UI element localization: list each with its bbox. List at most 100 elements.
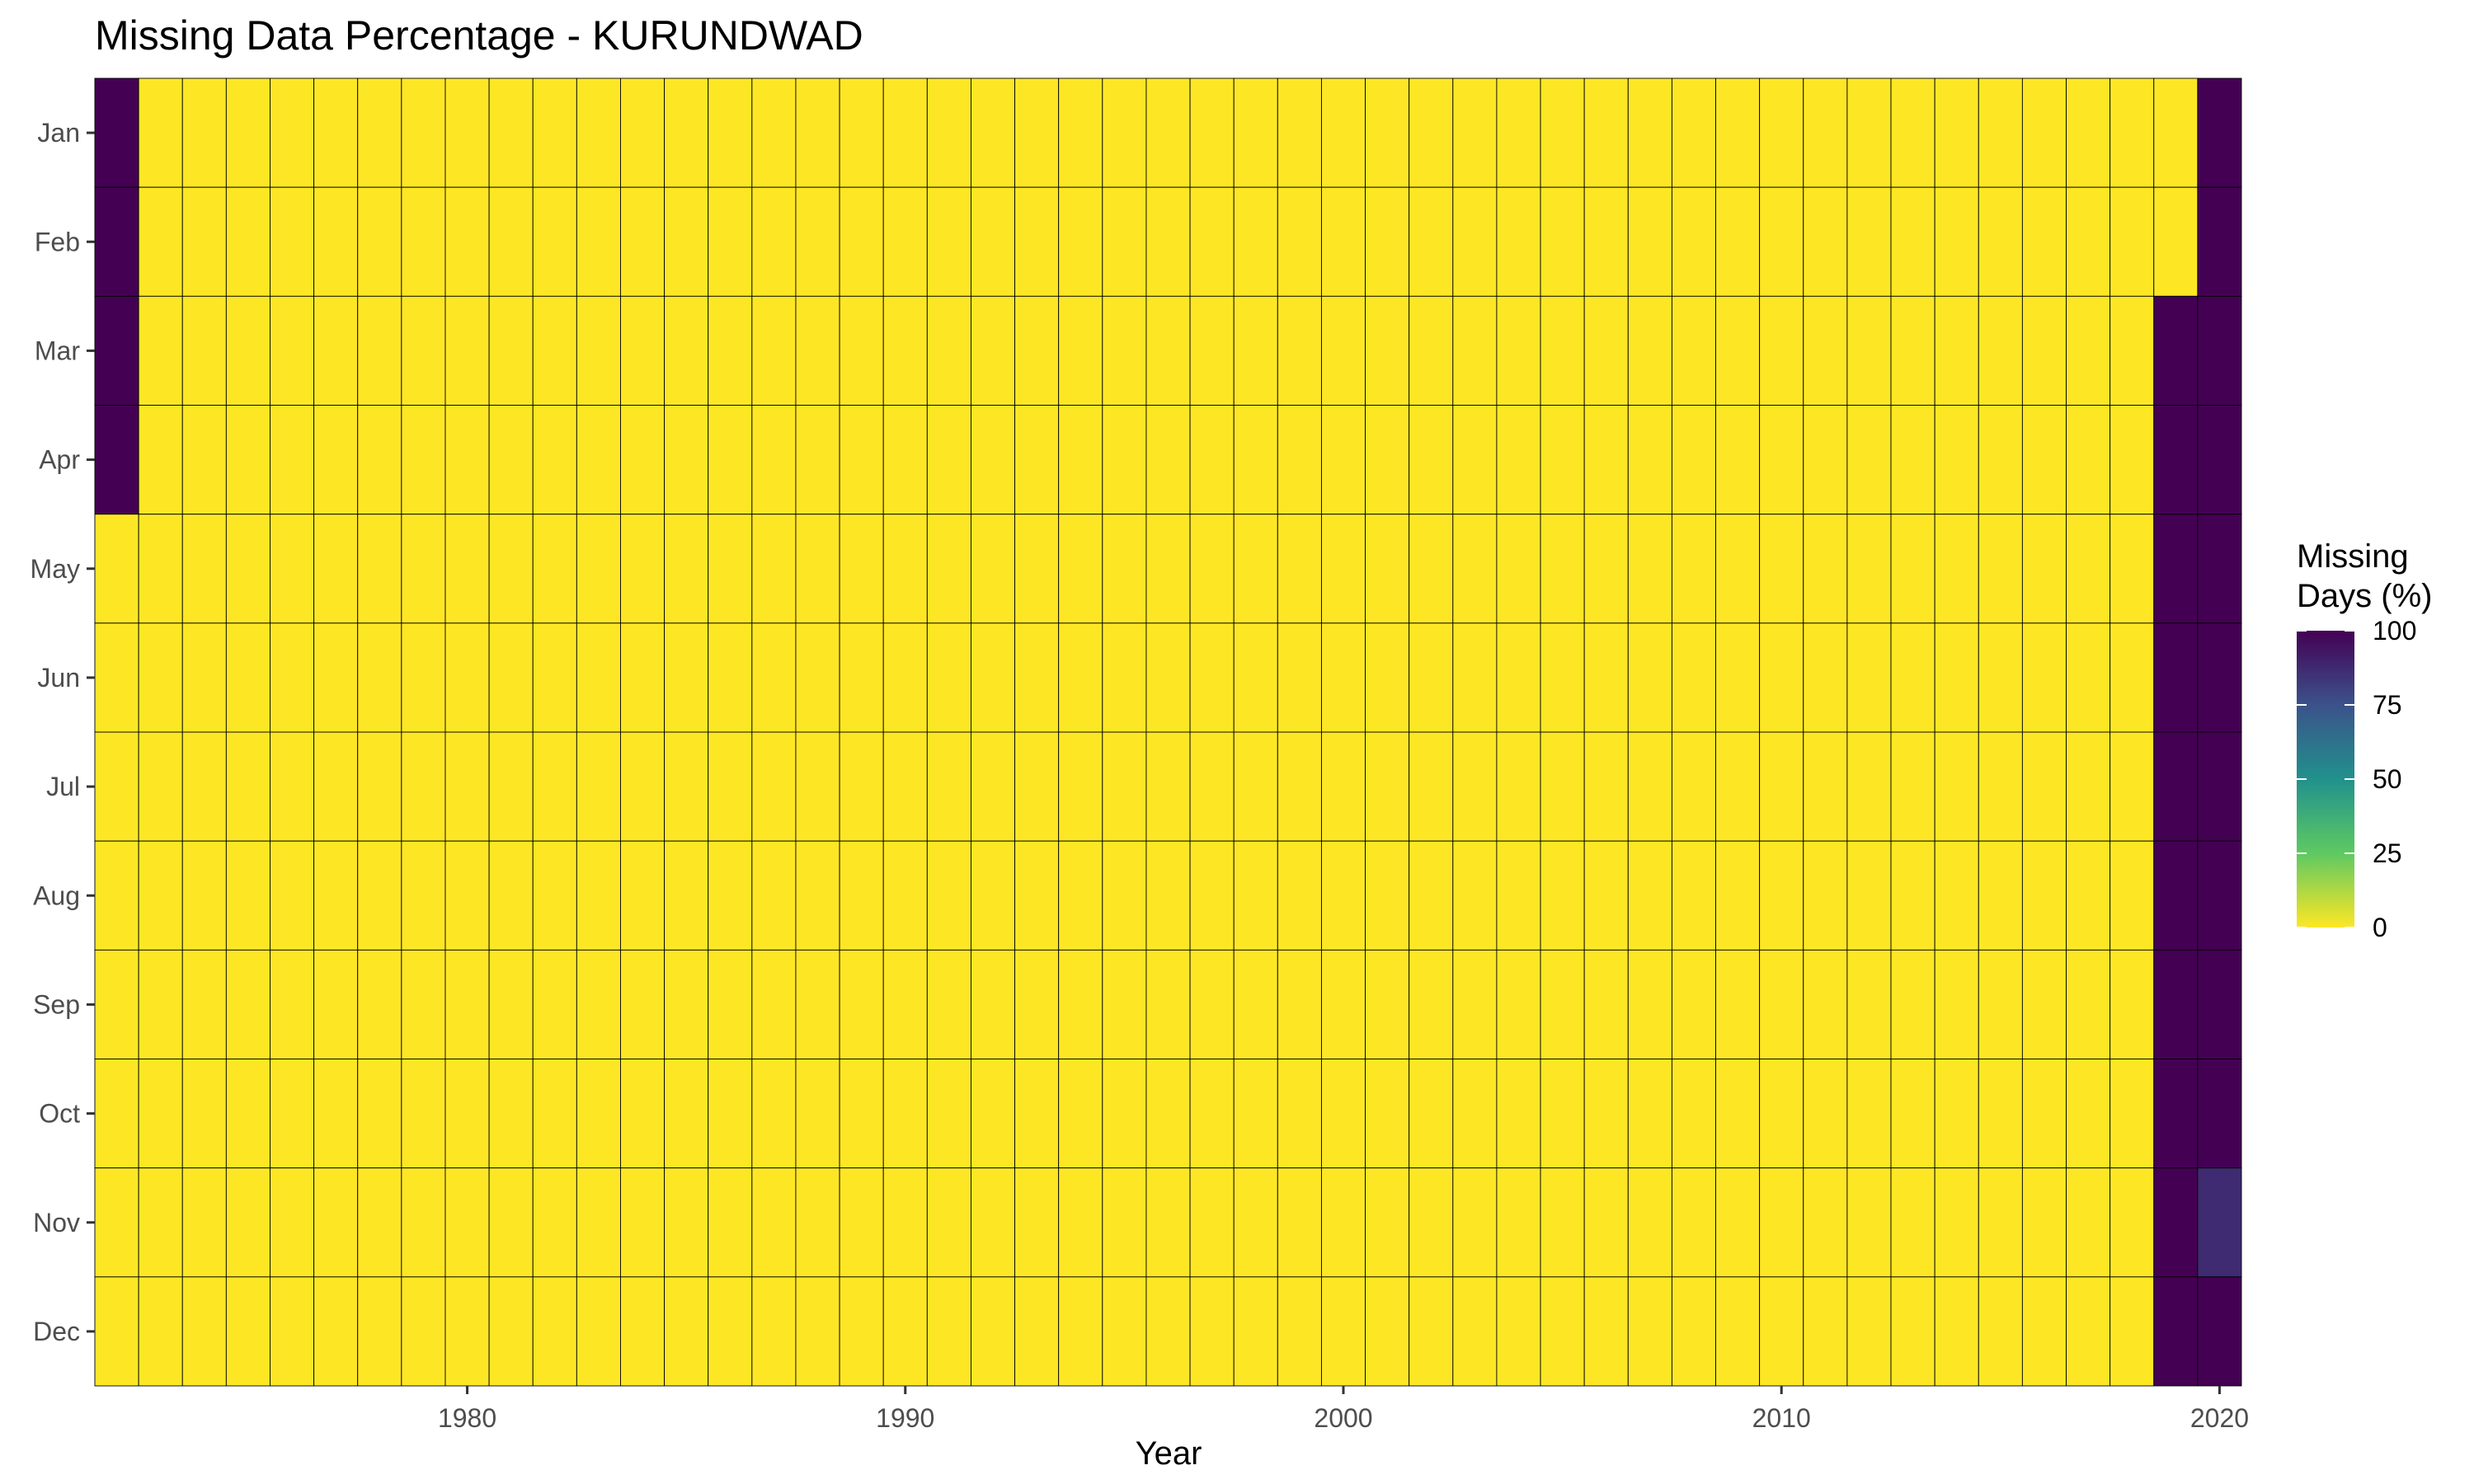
heatmap-cell-1994-oct <box>1058 1059 1103 1169</box>
heatmap-cell-1997-dec <box>1189 1276 1235 1387</box>
heatmap-cell-1999-dec <box>1277 1276 1322 1387</box>
heatmap-cell-2017-nov <box>2066 1167 2111 1278</box>
heatmap-cell-1998-feb <box>1233 186 1278 297</box>
heatmap-cell-2005-feb <box>1540 186 1585 297</box>
heatmap-cell-2005-dec <box>1540 1276 1585 1387</box>
heatmap-cell-2018-dec <box>2109 1276 2155 1387</box>
heatmap-cell-2006-may <box>1583 514 1629 624</box>
heatmap-cell-1990-mar <box>882 295 928 406</box>
heatmap-cell-1979-sep <box>401 949 446 1059</box>
heatmap-cell-1977-feb <box>313 186 359 297</box>
heatmap-cell-1992-aug <box>970 840 1016 951</box>
heatmap-cell-1986-jan <box>708 77 753 188</box>
heatmap-cell-2010-dec <box>1759 1276 1804 1387</box>
heatmap-cell-2008-aug <box>1671 840 1716 951</box>
heatmap-cell-2005-mar <box>1540 295 1585 406</box>
heatmap-cell-2005-oct <box>1540 1059 1585 1169</box>
heatmap-cell-2013-jun <box>1890 622 1935 733</box>
heatmap-cell-1979-nov <box>401 1167 446 1278</box>
heatmap-cell-2018-jun <box>2109 622 2155 733</box>
heatmap-cell-2013-oct <box>1890 1059 1935 1169</box>
heatmap-cell-1989-aug <box>839 840 884 951</box>
heatmap-cell-2020-jul <box>2197 731 2242 842</box>
heatmap-cell-1986-mar <box>708 295 753 406</box>
heatmap-cell-1998-oct <box>1233 1059 1278 1169</box>
heatmap-cell-1984-feb <box>620 186 666 297</box>
heatmap-cell-2009-aug <box>1715 840 1761 951</box>
heatmap-cell-1988-jun <box>795 622 840 733</box>
heatmap-cell-1980-dec <box>444 1276 490 1387</box>
heatmap-cell-1994-jul <box>1058 731 1103 842</box>
heatmap-cell-1999-apr <box>1277 405 1322 515</box>
heatmap-cell-2003-aug <box>1452 840 1498 951</box>
heatmap-cell-1975-sep <box>225 949 270 1059</box>
heatmap-cell-2014-jul <box>1934 731 1979 842</box>
heatmap-cell-1974-dec <box>181 1276 227 1387</box>
heatmap-cell-1993-mar <box>1014 295 1060 406</box>
heatmap-cell-1989-may <box>839 514 884 624</box>
heatmap-cell-1985-nov <box>664 1167 709 1278</box>
heatmap-cell-1991-may <box>926 514 971 624</box>
heatmap-cell-2017-sep <box>2066 949 2111 1059</box>
y-tick-label-oct: Oct <box>39 1099 80 1129</box>
heatmap-cell-2018-mar <box>2109 295 2155 406</box>
heatmap-cell-1990-feb <box>882 186 928 297</box>
heatmap-cell-2012-jul <box>1846 731 1892 842</box>
heatmap-cell-2005-nov <box>1540 1167 1585 1278</box>
heatmap-cell-1976-aug <box>270 840 315 951</box>
heatmap-cell-1973-aug <box>138 840 183 951</box>
heatmap-cell-1996-mar <box>1145 295 1191 406</box>
heatmap-cell-2014-oct <box>1934 1059 1979 1169</box>
heatmap-cell-2015-aug <box>1978 840 2023 951</box>
heatmap-cell-2003-mar <box>1452 295 1498 406</box>
heatmap-cell-2004-aug <box>1496 840 1541 951</box>
heatmap-cell-1997-jul <box>1189 731 1235 842</box>
heatmap-cell-2011-feb <box>1803 186 1848 297</box>
heatmap-cell-2008-jan <box>1671 77 1716 188</box>
heatmap-cell-1988-oct <box>795 1059 840 1169</box>
heatmap-cell-2014-apr <box>1934 405 1979 515</box>
heatmap-cell-2017-mar <box>2066 295 2111 406</box>
heatmap-cell-1974-oct <box>181 1059 227 1169</box>
heatmap-cell-1997-apr <box>1189 405 1235 515</box>
heatmap-cell-2015-jul <box>1978 731 2023 842</box>
heatmap-cell-2007-mar <box>1627 295 1672 406</box>
heatmap-cell-1979-apr <box>401 405 446 515</box>
heatmap-cell-2011-oct <box>1803 1059 1848 1169</box>
heatmap-cell-1991-jan <box>926 77 971 188</box>
heatmap-cell-1982-dec <box>532 1276 577 1387</box>
heatmap-cell-2009-nov <box>1715 1167 1761 1278</box>
heatmap-cell-1975-jul <box>225 731 270 842</box>
heatmap-cell-1978-oct <box>357 1059 402 1169</box>
heatmap-cell-1990-nov <box>882 1167 928 1278</box>
heatmap-cell-1982-jan <box>532 77 577 188</box>
heatmap-cell-1975-jun <box>225 622 270 733</box>
heatmap-cell-1975-feb <box>225 186 270 297</box>
heatmap-cell-1983-nov <box>576 1167 621 1278</box>
heatmap-cell-1993-oct <box>1014 1059 1060 1169</box>
heatmap-cell-2020-nov <box>2197 1167 2242 1278</box>
heatmap-cell-1981-mar <box>488 295 534 406</box>
heatmap-cell-2019-apr <box>2153 405 2199 515</box>
heatmap-cell-2006-jan <box>1583 77 1629 188</box>
heatmap-cell-2004-jan <box>1496 77 1541 188</box>
heatmap-cell-1981-nov <box>488 1167 534 1278</box>
heatmap-cell-1985-jun <box>664 622 709 733</box>
heatmap-cell-1974-aug <box>181 840 227 951</box>
heatmap-cell-2009-jul <box>1715 731 1761 842</box>
heatmap-cell-2009-sep <box>1715 949 1761 1059</box>
heatmap-cell-2008-dec <box>1671 1276 1716 1387</box>
heatmap-cell-2010-apr <box>1759 405 1804 515</box>
heatmap-cell-2018-aug <box>2109 840 2155 951</box>
heatmap-cell-1991-dec <box>926 1276 971 1387</box>
heatmap-cell-2017-jun <box>2066 622 2111 733</box>
heatmap-cell-1974-mar <box>181 295 227 406</box>
heatmap-cell-1981-aug <box>488 840 534 951</box>
y-tick-label-jul: Jul <box>46 772 80 801</box>
heatmap-cell-2006-oct <box>1583 1059 1629 1169</box>
heatmap-cell-2010-mar <box>1759 295 1804 406</box>
heatmap-cell-1974-may <box>181 514 227 624</box>
heatmap-cell-1980-aug <box>444 840 490 951</box>
heatmap-cell-1983-mar <box>576 295 621 406</box>
